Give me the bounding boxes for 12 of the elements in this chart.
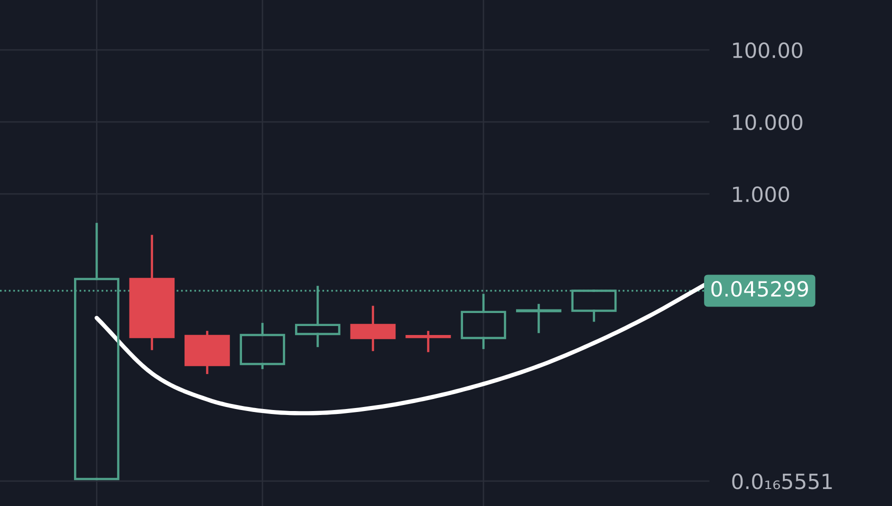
y-tick-label: 100.00 bbox=[733, 42, 802, 58]
ref-line-label: 0.045299 bbox=[711, 281, 808, 297]
candlestick bbox=[129, 234, 175, 350]
candlestick bbox=[240, 322, 286, 370]
candlestick bbox=[184, 330, 230, 374]
y-tick-label: 1.000 bbox=[733, 186, 790, 202]
candlestick bbox=[460, 294, 506, 350]
y-tick-label: 10.000 bbox=[733, 114, 802, 130]
candlestick bbox=[406, 330, 451, 352]
y-tick-label: 0.0₁₆5551 bbox=[732, 474, 832, 490]
candlestick bbox=[350, 306, 396, 352]
candlestick bbox=[516, 304, 562, 334]
